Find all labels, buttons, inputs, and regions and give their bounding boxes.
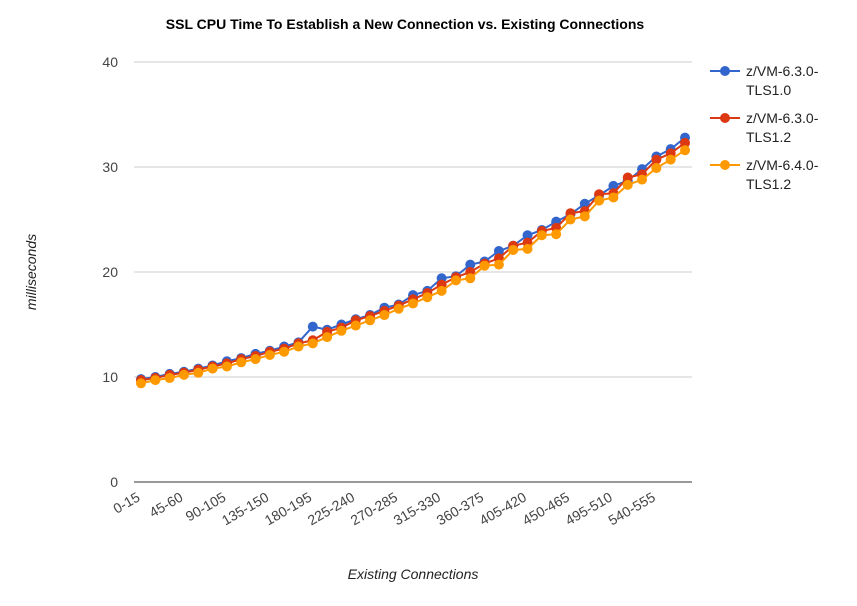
legend-item: z/VM-6.4.0-TLS1.2 (710, 156, 830, 203)
x-tick-label: 180-195 (262, 489, 315, 529)
data-point (565, 214, 576, 225)
data-point (322, 332, 333, 343)
data-point (594, 195, 605, 206)
data-point (665, 154, 676, 165)
data-point (622, 172, 633, 183)
x-tick-label: 495-510 (562, 489, 615, 529)
data-point (379, 310, 390, 321)
data-point (651, 163, 662, 174)
data-point (508, 244, 519, 255)
data-point (193, 367, 204, 378)
data-point (350, 320, 361, 331)
data-point (207, 363, 218, 374)
data-point (136, 378, 146, 389)
data-point (536, 230, 547, 241)
legend-label: z/VM-6.3.0-TLS1.0 (746, 63, 819, 98)
data-point (279, 346, 290, 357)
data-point (493, 246, 504, 256)
y-tick-label: 30 (102, 159, 118, 175)
x-tick-label: 360-375 (434, 489, 487, 529)
x-tick-label: 405-420 (477, 489, 530, 529)
y-tick-label: 20 (102, 264, 118, 280)
x-tick-label: 315-330 (391, 489, 444, 529)
legend-item: z/VM-6.3.0-TLS1.2 (710, 109, 830, 156)
data-point (579, 211, 590, 222)
y-tick-label: 40 (102, 54, 118, 70)
series-line (140, 142, 686, 382)
data-point (422, 292, 433, 303)
data-point (264, 349, 275, 360)
x-tick-label: 45-60 (146, 489, 185, 521)
data-point (579, 198, 590, 209)
y-tick-label: 10 (102, 369, 118, 385)
legend-item: z/VM-6.3.0-TLS1.0 (710, 62, 830, 109)
data-point (236, 357, 247, 368)
data-point (150, 375, 161, 386)
data-point (178, 369, 189, 380)
data-point (250, 354, 261, 365)
data-point (436, 285, 447, 296)
legend-marker (720, 66, 730, 76)
data-point (307, 321, 318, 332)
data-point (680, 145, 690, 156)
chart-title: SSL CPU Time To Establish a New Connecti… (166, 16, 645, 32)
legend-marker (720, 160, 730, 170)
data-point (622, 179, 633, 190)
x-axis-label: Existing Connections (348, 566, 479, 582)
data-point (608, 192, 619, 203)
data-point (465, 259, 476, 270)
x-tick-label: 135-150 (219, 489, 272, 529)
data-point (307, 338, 318, 349)
data-point (651, 154, 662, 165)
data-point (608, 180, 619, 191)
legend-marker (720, 113, 730, 123)
x-tick-label: 270-285 (348, 489, 401, 529)
series-line (140, 149, 686, 385)
data-point (336, 325, 347, 336)
x-tick-label: 540-555 (605, 489, 658, 529)
data-point (293, 341, 304, 352)
y-tick-label: 0 (110, 474, 118, 490)
data-point (393, 303, 404, 314)
x-tick-label: 225-240 (305, 489, 358, 529)
data-point (365, 315, 376, 326)
y-axis-label: milliseconds (23, 234, 39, 310)
data-point (450, 275, 461, 286)
data-point (479, 260, 490, 271)
data-point (221, 361, 232, 372)
data-point (522, 230, 533, 241)
data-point (465, 273, 476, 284)
data-point (522, 243, 533, 254)
data-point (493, 259, 504, 270)
series-line (140, 136, 686, 381)
data-point (408, 298, 418, 309)
data-point (164, 373, 175, 384)
data-point (551, 229, 562, 240)
x-tick-label: 450-465 (519, 489, 572, 529)
legend-label: z/VM-6.3.0-TLS1.2 (746, 110, 819, 145)
legend-label: z/VM-6.4.0-TLS1.2 (746, 157, 819, 192)
x-tick-label: 0-15 (110, 489, 142, 517)
data-point (637, 174, 648, 185)
data-point (680, 137, 690, 148)
legend: z/VM-6.3.0-TLS1.0 z/VM-6.3.0-TLS1.2 z/VM-6… (710, 62, 830, 203)
